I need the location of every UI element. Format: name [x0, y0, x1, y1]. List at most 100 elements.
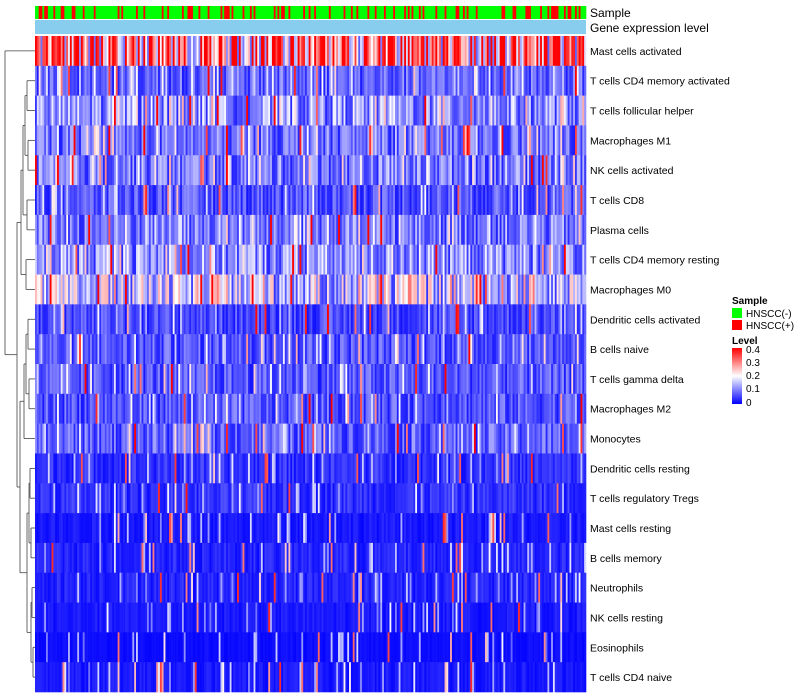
- heatmap-cell: [218, 155, 221, 186]
- heatmap-cell: [185, 334, 188, 365]
- heatmap-cell: [203, 393, 207, 424]
- heatmap-cell: [382, 125, 385, 156]
- heatmap-cell: [365, 364, 368, 395]
- heatmap-cell: [262, 125, 265, 156]
- heatmap-cell: [567, 453, 570, 484]
- heatmap-cell: [93, 65, 96, 96]
- heatmap-cell: [468, 244, 471, 275]
- heatmap-cell: [235, 244, 238, 275]
- heatmap-cell: [448, 65, 451, 96]
- heatmap-cell: [470, 95, 473, 126]
- heatmap-cell: [496, 364, 499, 395]
- heatmap-cell: [347, 393, 350, 424]
- heatmap-cell: [286, 36, 289, 67]
- heatmap-cell: [126, 453, 129, 484]
- heatmap-cell: [165, 453, 168, 484]
- heatmap-cell: [233, 125, 236, 156]
- heatmap-cell: [468, 36, 471, 67]
- heatmap-cell: [60, 244, 63, 275]
- heatmap-cell: [308, 95, 311, 126]
- heatmap-cell: [563, 423, 567, 454]
- heatmap-cell: [71, 36, 74, 67]
- heatmap-cell: [578, 423, 581, 454]
- heatmap-cell: [253, 244, 256, 275]
- heatmap-cell: [304, 125, 308, 156]
- heatmap-cell: [77, 95, 80, 126]
- heatmap-cell: [200, 393, 203, 424]
- heatmap-cell: [569, 36, 572, 67]
- heatmap-cell: [417, 274, 420, 305]
- heatmap-cell: [242, 304, 245, 335]
- heatmap-cell: [314, 453, 317, 484]
- heatmap-cell: [580, 453, 583, 484]
- heatmap-cell: [117, 244, 120, 275]
- heatmap-cell: [209, 155, 212, 186]
- heatmap-cell: [369, 364, 372, 395]
- heatmap-cell: [91, 423, 95, 454]
- sample-annotation-cell: [200, 6, 203, 19]
- heatmap-cell: [503, 393, 506, 424]
- heatmap-cell: [79, 36, 82, 67]
- heatmap-cell: [330, 244, 333, 275]
- heatmap-cell: [185, 274, 188, 305]
- heatmap-cell: [86, 274, 89, 305]
- heatmap-cell: [270, 185, 273, 216]
- heatmap-cell: [174, 36, 177, 67]
- heatmap-cell: [382, 95, 385, 126]
- heatmap-cell: [472, 95, 475, 126]
- heatmap-cell: [400, 423, 403, 454]
- sample-annotation-cell: [102, 6, 106, 19]
- heatmap-cell: [551, 36, 554, 67]
- heatmap-cell: [473, 334, 477, 365]
- heatmap-cell: [499, 274, 502, 305]
- heatmap-cell: [156, 334, 159, 365]
- heatmap-cell: [352, 214, 355, 246]
- heatmap-cell: [286, 274, 289, 305]
- heatmap-cell: [312, 65, 315, 96]
- heatmap-cell: [356, 274, 359, 305]
- heatmap-cell: [75, 185, 78, 216]
- heatmap-cell: [442, 185, 445, 216]
- heatmap-cell: [147, 125, 150, 156]
- heatmap-cell: [339, 334, 343, 365]
- heatmap-cell: [51, 334, 54, 365]
- heatmap-cell: [582, 125, 585, 156]
- heatmap-cell: [477, 423, 480, 454]
- heatmap-cell: [102, 185, 106, 216]
- heatmap-cell: [497, 185, 500, 216]
- heatmap-cell: [431, 274, 434, 305]
- heatmap-cell: [69, 65, 73, 96]
- heatmap-cell: [47, 423, 50, 454]
- heatmap-cell: [464, 423, 467, 454]
- sample-annotation-cell: [185, 6, 188, 19]
- heatmap-cell: [560, 244, 563, 275]
- heatmap-cell: [383, 453, 387, 484]
- heatmap-cell: [218, 364, 221, 395]
- heatmap-cell: [238, 364, 242, 395]
- heatmap-cell: [79, 483, 82, 514]
- heatmap-cell: [218, 36, 221, 67]
- heatmap-cell: [483, 36, 486, 67]
- heatmap-cell: [582, 334, 585, 365]
- heatmap-cell: [350, 36, 354, 67]
- heatmap-cell: [569, 214, 572, 246]
- heatmap-cell: [161, 334, 164, 365]
- heatmap-cell: [301, 393, 304, 424]
- heatmap-cell: [406, 274, 409, 305]
- heatmap-cell: [461, 95, 464, 126]
- heatmap-cell: [86, 214, 89, 246]
- heatmap-cell: [363, 364, 366, 395]
- heatmap-cell: [380, 155, 383, 186]
- heatmap-cell: [282, 453, 286, 484]
- heatmap-cell: [271, 155, 275, 186]
- heatmap-cell: [137, 95, 140, 126]
- heatmap-cell: [86, 364, 89, 395]
- heatmap-cell: [194, 334, 197, 365]
- heatmap-cell: [229, 95, 232, 126]
- heatmap-cell: [180, 304, 183, 335]
- heatmap-cell: [194, 393, 197, 424]
- heatmap-cell: [101, 244, 104, 275]
- heatmap-cell: [167, 364, 170, 395]
- heatmap-cell: [224, 125, 227, 156]
- heatmap-cell: [558, 274, 561, 305]
